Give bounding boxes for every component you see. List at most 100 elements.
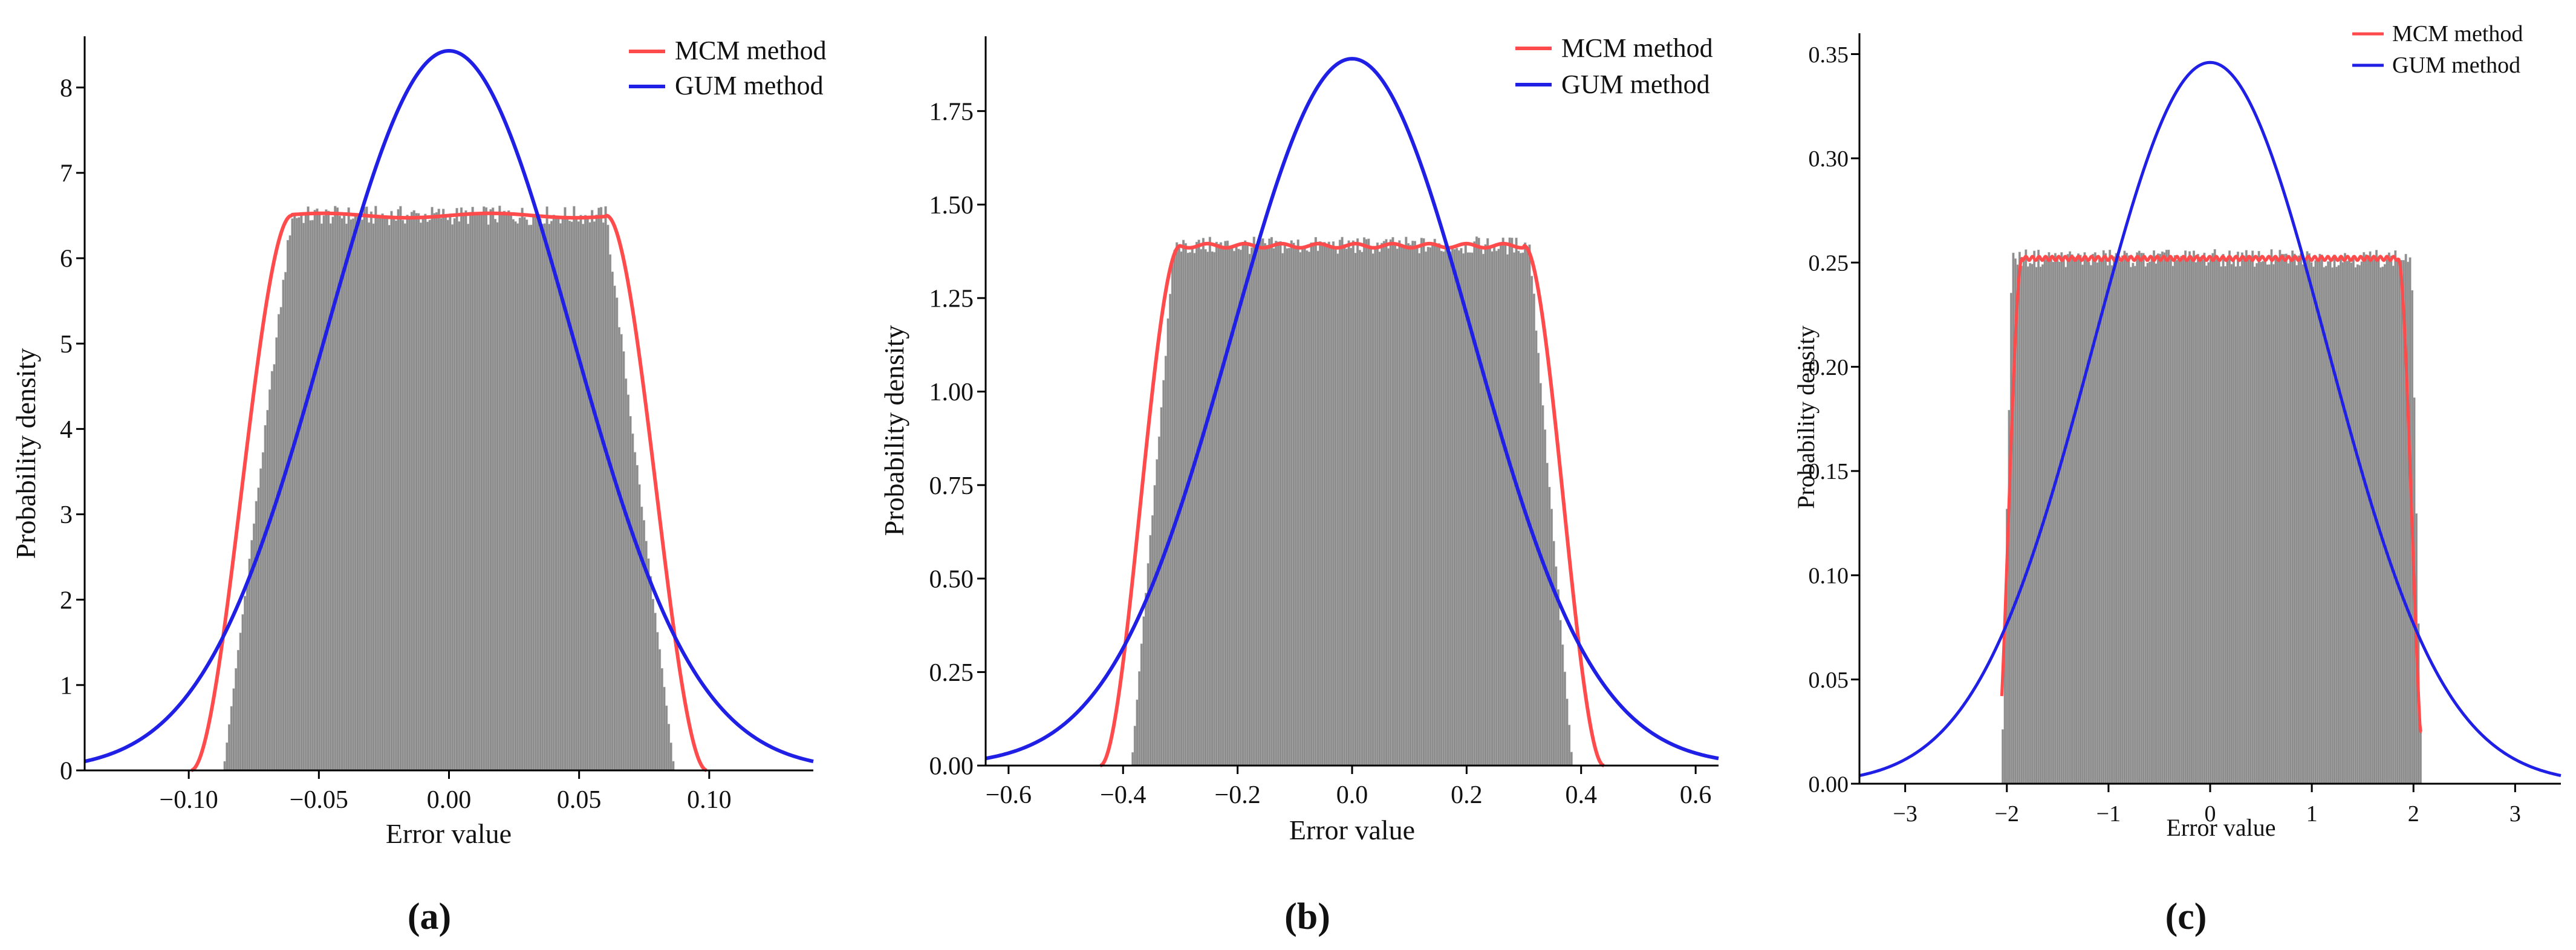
histogram-bar [669, 743, 672, 771]
y-tick-label: 1.00 [929, 379, 974, 406]
histogram-bar [2419, 728, 2422, 784]
histogram-bar [1306, 250, 1309, 766]
histogram-bar [622, 351, 625, 771]
histogram-bar [1378, 252, 1381, 766]
histogram-bar [259, 468, 262, 771]
histogram-bar [399, 206, 402, 771]
histogram-bar [487, 224, 490, 771]
histogram-bar [2387, 252, 2390, 784]
x-tick-label: 0.4 [1566, 781, 1598, 809]
histogram-bar [548, 224, 551, 771]
histogram-bar [1217, 244, 1220, 766]
histogram-bar [1506, 254, 1509, 766]
histogram-bar [244, 596, 247, 771]
histogram-bar [1488, 247, 1491, 766]
histogram-bar [2018, 252, 2021, 784]
histogram-bar [241, 614, 244, 771]
histogram-bar [2113, 256, 2116, 784]
histogram-bar [471, 207, 474, 771]
histogram-bar [1563, 671, 1566, 766]
panel-a-y-label: Probability density [10, 348, 41, 559]
histogram-bar [2033, 250, 2036, 784]
histogram-bar [1136, 699, 1139, 766]
histogram-bar [2300, 253, 2303, 784]
histogram-bar [1283, 242, 1286, 766]
histogram-bar [273, 364, 276, 771]
histogram-bar [1493, 245, 1496, 766]
y-tick-label: 0.25 [1809, 250, 1849, 276]
histogram-bar [1211, 251, 1214, 766]
histogram-bar [1316, 250, 1319, 766]
histogram-bar [261, 452, 265, 771]
histogram-bar [255, 501, 258, 771]
histogram-bar [615, 298, 619, 771]
histogram-bar [2173, 255, 2176, 784]
mcm-curve [190, 211, 707, 772]
y-tick-label: 0.05 [1809, 668, 1849, 693]
histogram-bar [574, 218, 578, 771]
histogram-bar [1405, 236, 1408, 766]
histogram-bar [2026, 266, 2029, 784]
histogram-bar [460, 207, 463, 771]
histogram-bar [2285, 253, 2288, 784]
histogram-bar [647, 558, 650, 771]
y-tick-label: 2 [60, 587, 73, 614]
histogram-bar [453, 218, 456, 771]
histogram-bar [2100, 259, 2103, 784]
histogram-bar [2138, 250, 2141, 784]
y-tick-label: 0.35 [1809, 42, 1849, 68]
histogram-bar [595, 214, 598, 771]
histogram-bar [2268, 264, 2271, 784]
histogram-bar [1213, 252, 1216, 766]
histogram-bar [2200, 259, 2204, 784]
histogram-bar [2278, 250, 2282, 784]
histogram-bar [1358, 250, 1361, 766]
histogram-bar [1475, 236, 1478, 766]
histogram-bar [309, 220, 312, 771]
histogram-bar [1561, 644, 1564, 766]
x-tick-label: −0.10 [160, 786, 218, 814]
histogram-bar [345, 223, 348, 771]
histogram-bar [584, 215, 587, 771]
histogram-bar [1149, 535, 1152, 766]
histogram-bar [1200, 249, 1203, 766]
histogram-bar [277, 314, 281, 771]
histogram-bar [2029, 262, 2032, 784]
histogram-bar [473, 213, 476, 771]
histogram-bar [270, 371, 274, 771]
histogram-bar [1157, 436, 1161, 766]
histogram-bar [2045, 258, 2049, 784]
histogram-bar [291, 218, 294, 771]
histogram-bar [2264, 258, 2267, 784]
histogram-bar [1281, 253, 1284, 766]
histogram-bar [629, 416, 632, 771]
histogram-bar [379, 217, 382, 771]
histogram-bar [2358, 265, 2361, 784]
histogram-bar [322, 215, 325, 771]
histogram-bar [597, 207, 600, 771]
histogram-bar [2127, 255, 2130, 784]
histogram-bar [541, 224, 544, 771]
histogram-bar [2396, 259, 2399, 784]
histogram-bar [2209, 259, 2212, 784]
histogram-bar [2316, 261, 2319, 784]
histogram-bar [275, 337, 278, 771]
histogram-bar [599, 207, 603, 771]
histogram-bar [620, 334, 623, 771]
histogram-bar [1491, 251, 1494, 766]
histogram-bar [2194, 262, 2197, 784]
histogram-bar [1266, 244, 1269, 766]
histogram-bar [1263, 243, 1267, 766]
histogram-bar [1140, 643, 1143, 766]
panel-c-x-label: Error value [2166, 814, 2275, 841]
histogram-bar [2257, 250, 2260, 784]
histogram-bar [536, 218, 539, 771]
histogram-bar [1301, 249, 1304, 766]
histogram-bar [2087, 261, 2090, 784]
histogram-bar [2287, 263, 2290, 784]
histogram-bar [564, 207, 567, 771]
histogram-bar [1482, 253, 1485, 766]
histogram-bar [408, 218, 411, 771]
histogram-bar [1532, 293, 1535, 766]
histogram-bar [2133, 265, 2136, 784]
